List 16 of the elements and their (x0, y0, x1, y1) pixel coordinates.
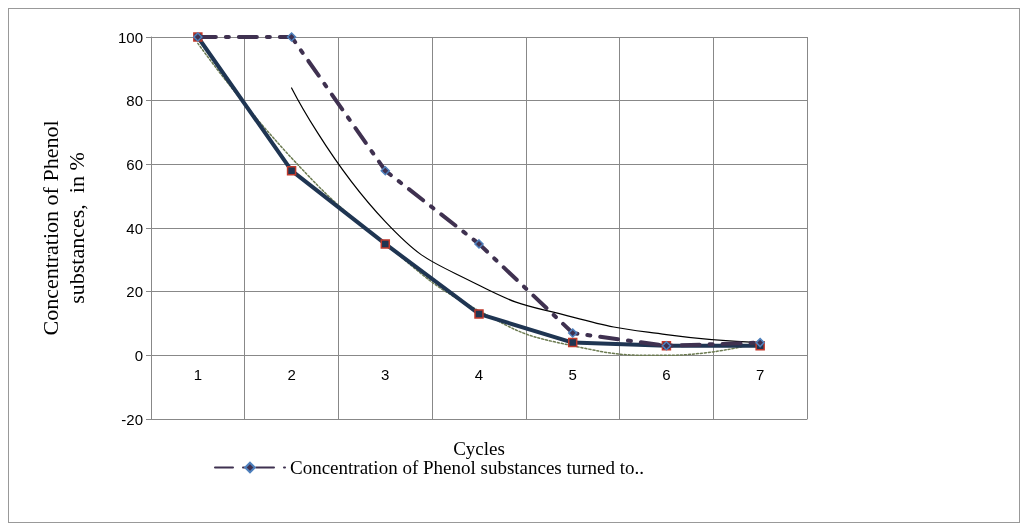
x-tick-label: 6 (662, 366, 671, 384)
x-tick-label: 7 (755, 366, 765, 384)
y-axis-title: Concentration of Phenol substances, in % (37, 120, 89, 336)
x-axis-title: Cycles (453, 438, 505, 459)
x-tick-label: 1 (193, 366, 203, 384)
x-tick-label: 5 (568, 366, 577, 384)
y-tick-label: 0 (134, 346, 143, 364)
y-tick-label: 80 (126, 92, 143, 110)
x-tick-label: 3 (381, 366, 390, 384)
y-tick-label: -20 (121, 410, 143, 428)
y-tick-label: 60 (126, 155, 143, 173)
y-tick-label: 40 (126, 219, 143, 237)
x-tick-label: 2 (287, 366, 296, 384)
x-tick-label: 4 (474, 366, 484, 384)
y-tick-label: 20 (126, 283, 143, 301)
y-tick-label: 100 (117, 28, 143, 46)
